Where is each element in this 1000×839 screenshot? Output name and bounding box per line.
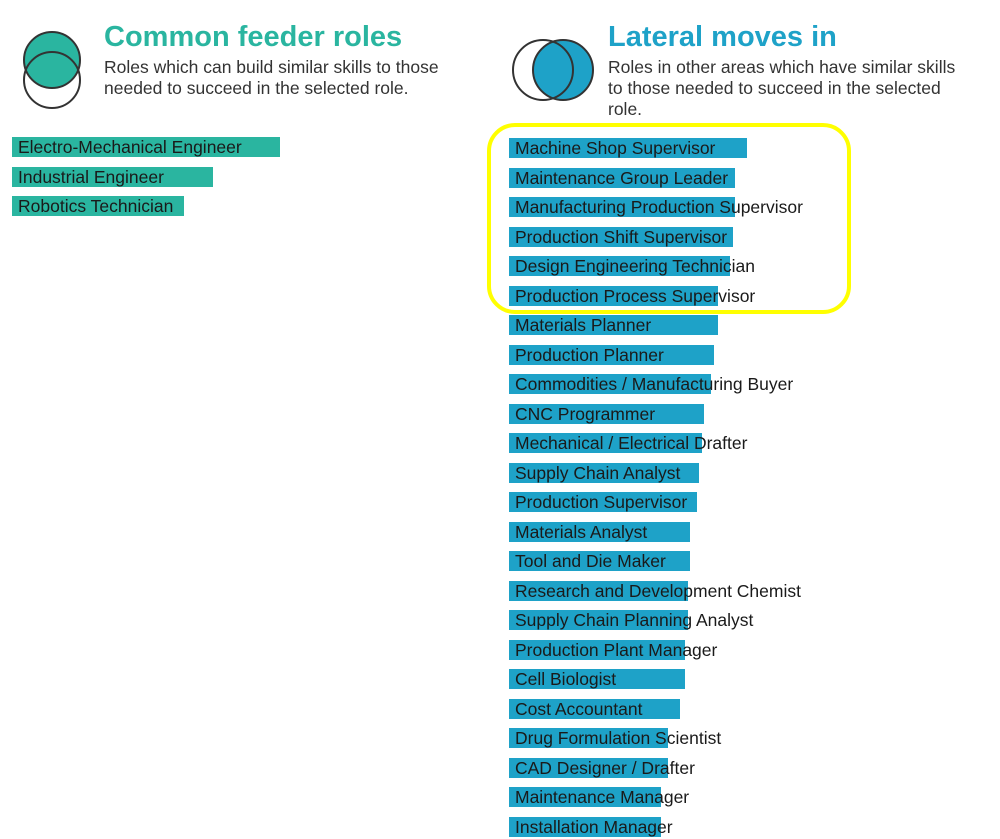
bar-row: Robotics Technician — [12, 194, 480, 218]
bar-label: Drug Formulation Scientist — [515, 728, 722, 748]
bar-label: Supply Chain Analyst — [515, 462, 681, 483]
bar-row: Mechanical / Electrical Drafter — [509, 431, 947, 455]
feeder-venn-icon — [23, 31, 81, 109]
bar-row: CNC Programmer — [509, 402, 947, 426]
bar — [509, 315, 718, 335]
bar — [509, 669, 685, 689]
bar-row: CAD Designer / Drafter — [509, 756, 947, 780]
lateral-subtitle-line: role. — [608, 99, 643, 119]
bar-row: Machine Shop Supervisor — [509, 136, 947, 160]
feeder-title: Common feeder roles — [104, 21, 403, 53]
bar — [509, 167, 735, 188]
bar — [509, 757, 668, 778]
bar — [509, 285, 718, 306]
bar — [509, 344, 714, 365]
bar — [509, 521, 690, 542]
lateral-subtitle-line: Roles in other areas which have similar … — [608, 57, 956, 77]
bar — [509, 492, 697, 512]
bar — [509, 551, 690, 571]
bar — [509, 580, 688, 601]
bar — [509, 787, 661, 807]
lateral-subtitle: Roles in other areas which have similar … — [608, 57, 955, 120]
bar-label: Production Process Supervisor — [515, 285, 756, 306]
bar-row: Maintenance Manager — [509, 785, 947, 809]
bar — [509, 610, 688, 630]
bar-row: Electro-Mechanical Engineer — [12, 135, 480, 159]
bar-row: Industrial Engineer — [12, 165, 480, 189]
bar-label: Production Shift Supervisor — [515, 226, 728, 247]
bar — [509, 462, 699, 483]
bar-row: Cost Accountant — [509, 697, 947, 721]
bar-row: Production Supervisor — [509, 490, 947, 514]
bar-row: Tool and Die Maker — [509, 549, 947, 573]
bar — [509, 433, 702, 453]
lateral-subtitle-line: to those needed to succeed in the select… — [608, 78, 941, 98]
bar — [509, 138, 747, 158]
bar-row: Commodities / Manufacturing Buyer — [509, 372, 947, 396]
bar-label: Supply Chain Planning Analyst — [515, 610, 754, 630]
bar-row: Research and Development Chemist — [509, 579, 947, 603]
bar-label: Cost Accountant — [515, 698, 643, 719]
bar-label: Research and Development Chemist — [515, 580, 801, 601]
feeder-subtitle-line: needed to succeed in the selected role. — [104, 78, 409, 98]
bar — [509, 403, 704, 424]
bar — [12, 137, 280, 157]
bar-label: Maintenance Group Leader — [515, 167, 729, 188]
bar — [509, 256, 730, 276]
bar — [509, 197, 735, 217]
bar-label: Installation Manager — [515, 816, 673, 837]
bar-label: Robotics Technician — [18, 196, 174, 216]
bar-row: Supply Chain Planning Analyst — [509, 608, 947, 632]
bar-row: Production Shift Supervisor — [509, 225, 947, 249]
bar-row: Production Plant Manager — [509, 638, 947, 662]
bar — [12, 196, 184, 216]
bar-row: Supply Chain Analyst — [509, 461, 947, 485]
bar-row: Manufacturing Production Supervisor — [509, 195, 947, 219]
bar-row: Maintenance Group Leader — [509, 166, 947, 190]
lateral-venn-icon — [512, 39, 594, 101]
lateral-title: Lateral moves in — [608, 21, 837, 53]
bar-label: CAD Designer / Drafter — [515, 757, 695, 778]
bar-label: Industrial Engineer — [18, 166, 164, 187]
bar-row: Production Planner — [509, 343, 947, 367]
highlight-box — [487, 123, 851, 314]
bar-label: CNC Programmer — [515, 403, 656, 424]
bar-label: Materials Analyst — [515, 521, 648, 542]
bar-label: Production Plant Manager — [515, 639, 718, 660]
feeder-subtitle-line: Roles which can build similar skills to … — [104, 57, 439, 77]
bar-row: Materials Analyst — [509, 520, 947, 544]
bar-label: Tool and Die Maker — [515, 551, 666, 571]
bar — [509, 698, 680, 719]
bar-label: Manufacturing Production Supervisor — [515, 197, 803, 217]
bar-label: Commodities / Manufacturing Buyer — [515, 374, 794, 394]
bar-label: Cell Biologist — [515, 669, 617, 689]
bar-label: Machine Shop Supervisor — [515, 138, 716, 158]
feeder-subtitle: Roles which can build similar skills to … — [104, 57, 439, 99]
bar-label: Maintenance Manager — [515, 787, 690, 807]
bar-label: Production Planner — [515, 344, 664, 365]
bar-row: Design Engineering Technician — [509, 254, 947, 278]
bar — [12, 166, 213, 187]
bar-row: Drug Formulation Scientist — [509, 726, 947, 750]
bar-label: Electro-Mechanical Engineer — [18, 137, 242, 157]
bar — [509, 728, 668, 748]
bar — [509, 639, 685, 660]
bar — [509, 374, 711, 394]
bar-label: Mechanical / Electrical Drafter — [515, 433, 748, 453]
bar-label: Design Engineering Technician — [515, 256, 755, 276]
bar-row: Materials Planner — [509, 313, 947, 337]
bar-label: Materials Planner — [515, 315, 652, 335]
bar-row: Cell Biologist — [509, 667, 947, 691]
bar-row: Installation Manager — [509, 815, 947, 839]
bar — [509, 226, 733, 247]
bar-row: Production Process Supervisor — [509, 284, 947, 308]
bar-label: Production Supervisor — [515, 492, 688, 512]
bar — [509, 816, 661, 837]
